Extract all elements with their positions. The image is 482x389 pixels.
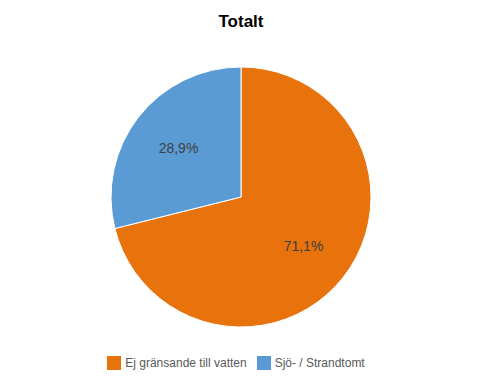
html-text:Totalt: Totalt <box>218 12 264 31</box>
svg-text:28,9%: 28,9% <box>159 140 199 156</box>
html-text:Sjö- / Strandtomt: Sjö- / Strandtomt <box>274 356 365 370</box>
html-text:Ej gränsande till vatten: Ej gränsande till vatten <box>125 356 247 370</box>
svg-text:71,1%: 71,1% <box>284 238 324 254</box>
